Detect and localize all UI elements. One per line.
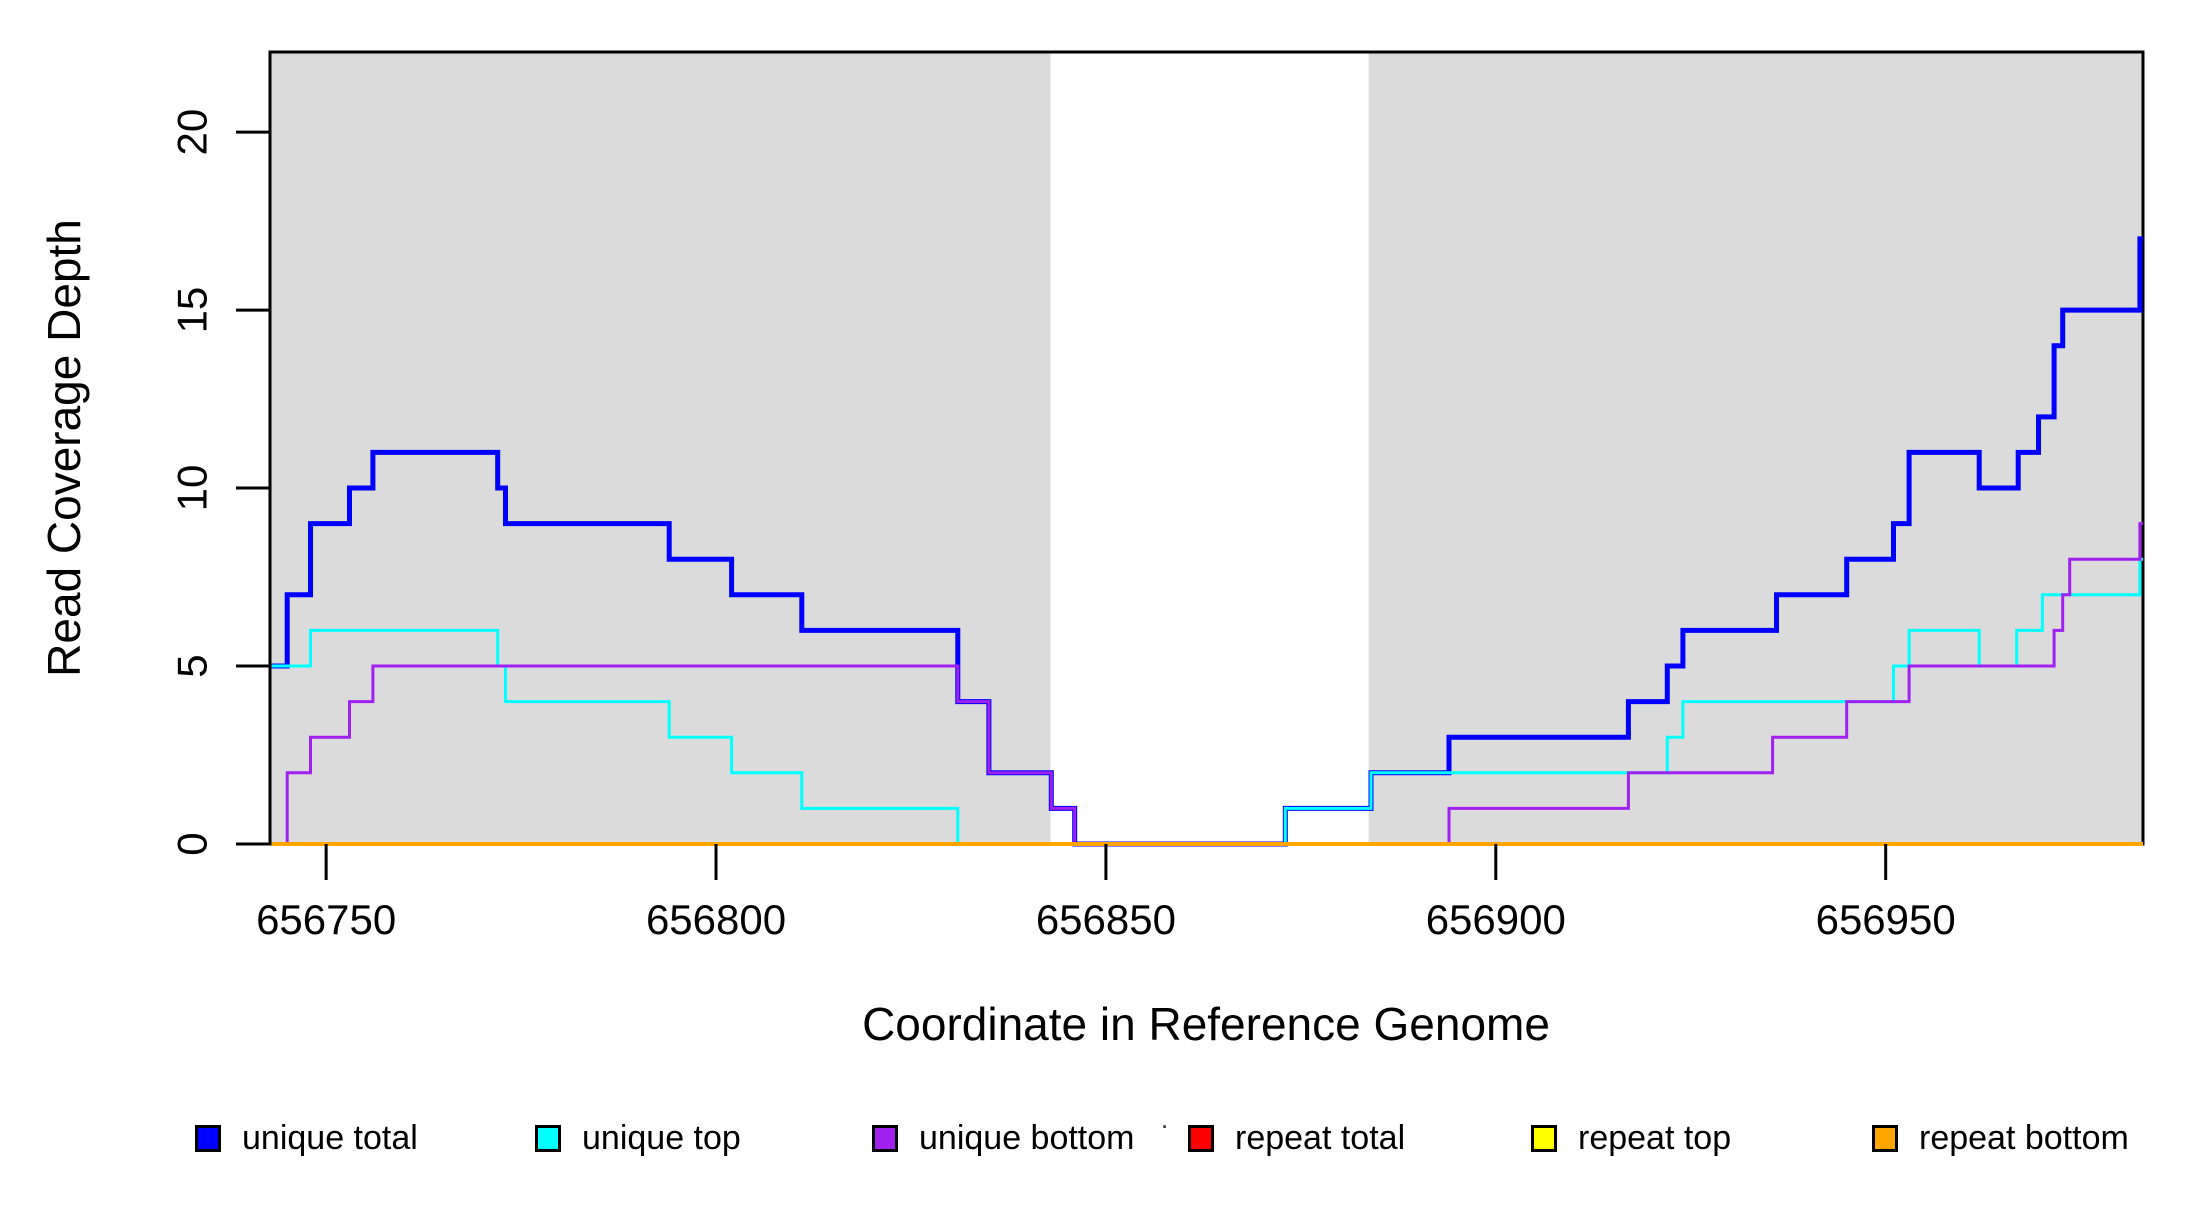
legend-item-repeat-bottom: repeat bottom xyxy=(1872,1118,2129,1158)
legend-swatch-unique-total xyxy=(195,1124,221,1152)
series-line-unique-bottom xyxy=(271,522,2143,846)
stray-mark: . xyxy=(1161,1104,1169,1134)
legend-label: repeat bottom xyxy=(1919,1119,2129,1157)
legend-label: unique total xyxy=(242,1119,418,1157)
y-tick-label: 20 xyxy=(169,109,216,156)
legend-label: repeat top xyxy=(1578,1119,1732,1157)
y-tick-label: 10 xyxy=(169,465,216,512)
legend-label: repeat total xyxy=(1235,1119,1406,1157)
x-tick-label: 656750 xyxy=(256,896,396,943)
x-tick-label: 656850 xyxy=(1036,896,1176,943)
x-tick-label: 656950 xyxy=(1816,896,1956,943)
series-line-unique-top xyxy=(271,557,2143,846)
legend-swatch-repeat-bottom xyxy=(1872,1124,1898,1152)
legend-item-repeat-total: repeat total xyxy=(1188,1118,1405,1158)
shaded-regions xyxy=(270,52,2143,844)
series-lines xyxy=(271,236,2143,847)
shaded-region-0 xyxy=(270,52,1051,844)
axis-ticks-and-labels: 656750 656800 656850 656900 656950 0 5 10 15 20 xyxy=(169,109,1956,943)
legend-label: unique bottom xyxy=(919,1119,1135,1157)
legend-item-unique-total: unique total xyxy=(195,1118,418,1158)
x-tick-label: 656900 xyxy=(1426,896,1566,943)
y-tick-label: 5 xyxy=(169,654,216,677)
shaded-region-1 xyxy=(1368,52,2143,844)
y-axis-title: Read Coverage Depth xyxy=(38,219,90,677)
y-tick-label: 15 xyxy=(169,287,216,334)
x-tick-label: 656800 xyxy=(646,896,786,943)
legend-swatch-repeat-total xyxy=(1188,1124,1214,1152)
y-tick-label: 0 xyxy=(169,832,216,855)
x-axis-title: Coordinate in Reference Genome xyxy=(862,998,1550,1050)
legend-swatch-unique-top xyxy=(535,1124,561,1152)
legend-item-unique-bottom: unique bottom xyxy=(872,1118,1135,1158)
legend-item-repeat-top: repeat top xyxy=(1531,1118,1731,1158)
legend-swatch-repeat-top xyxy=(1531,1124,1557,1152)
legend-item-unique-top: unique top xyxy=(535,1118,741,1158)
legend-swatch-unique-bottom xyxy=(872,1124,898,1152)
legend-label: unique top xyxy=(582,1119,741,1157)
